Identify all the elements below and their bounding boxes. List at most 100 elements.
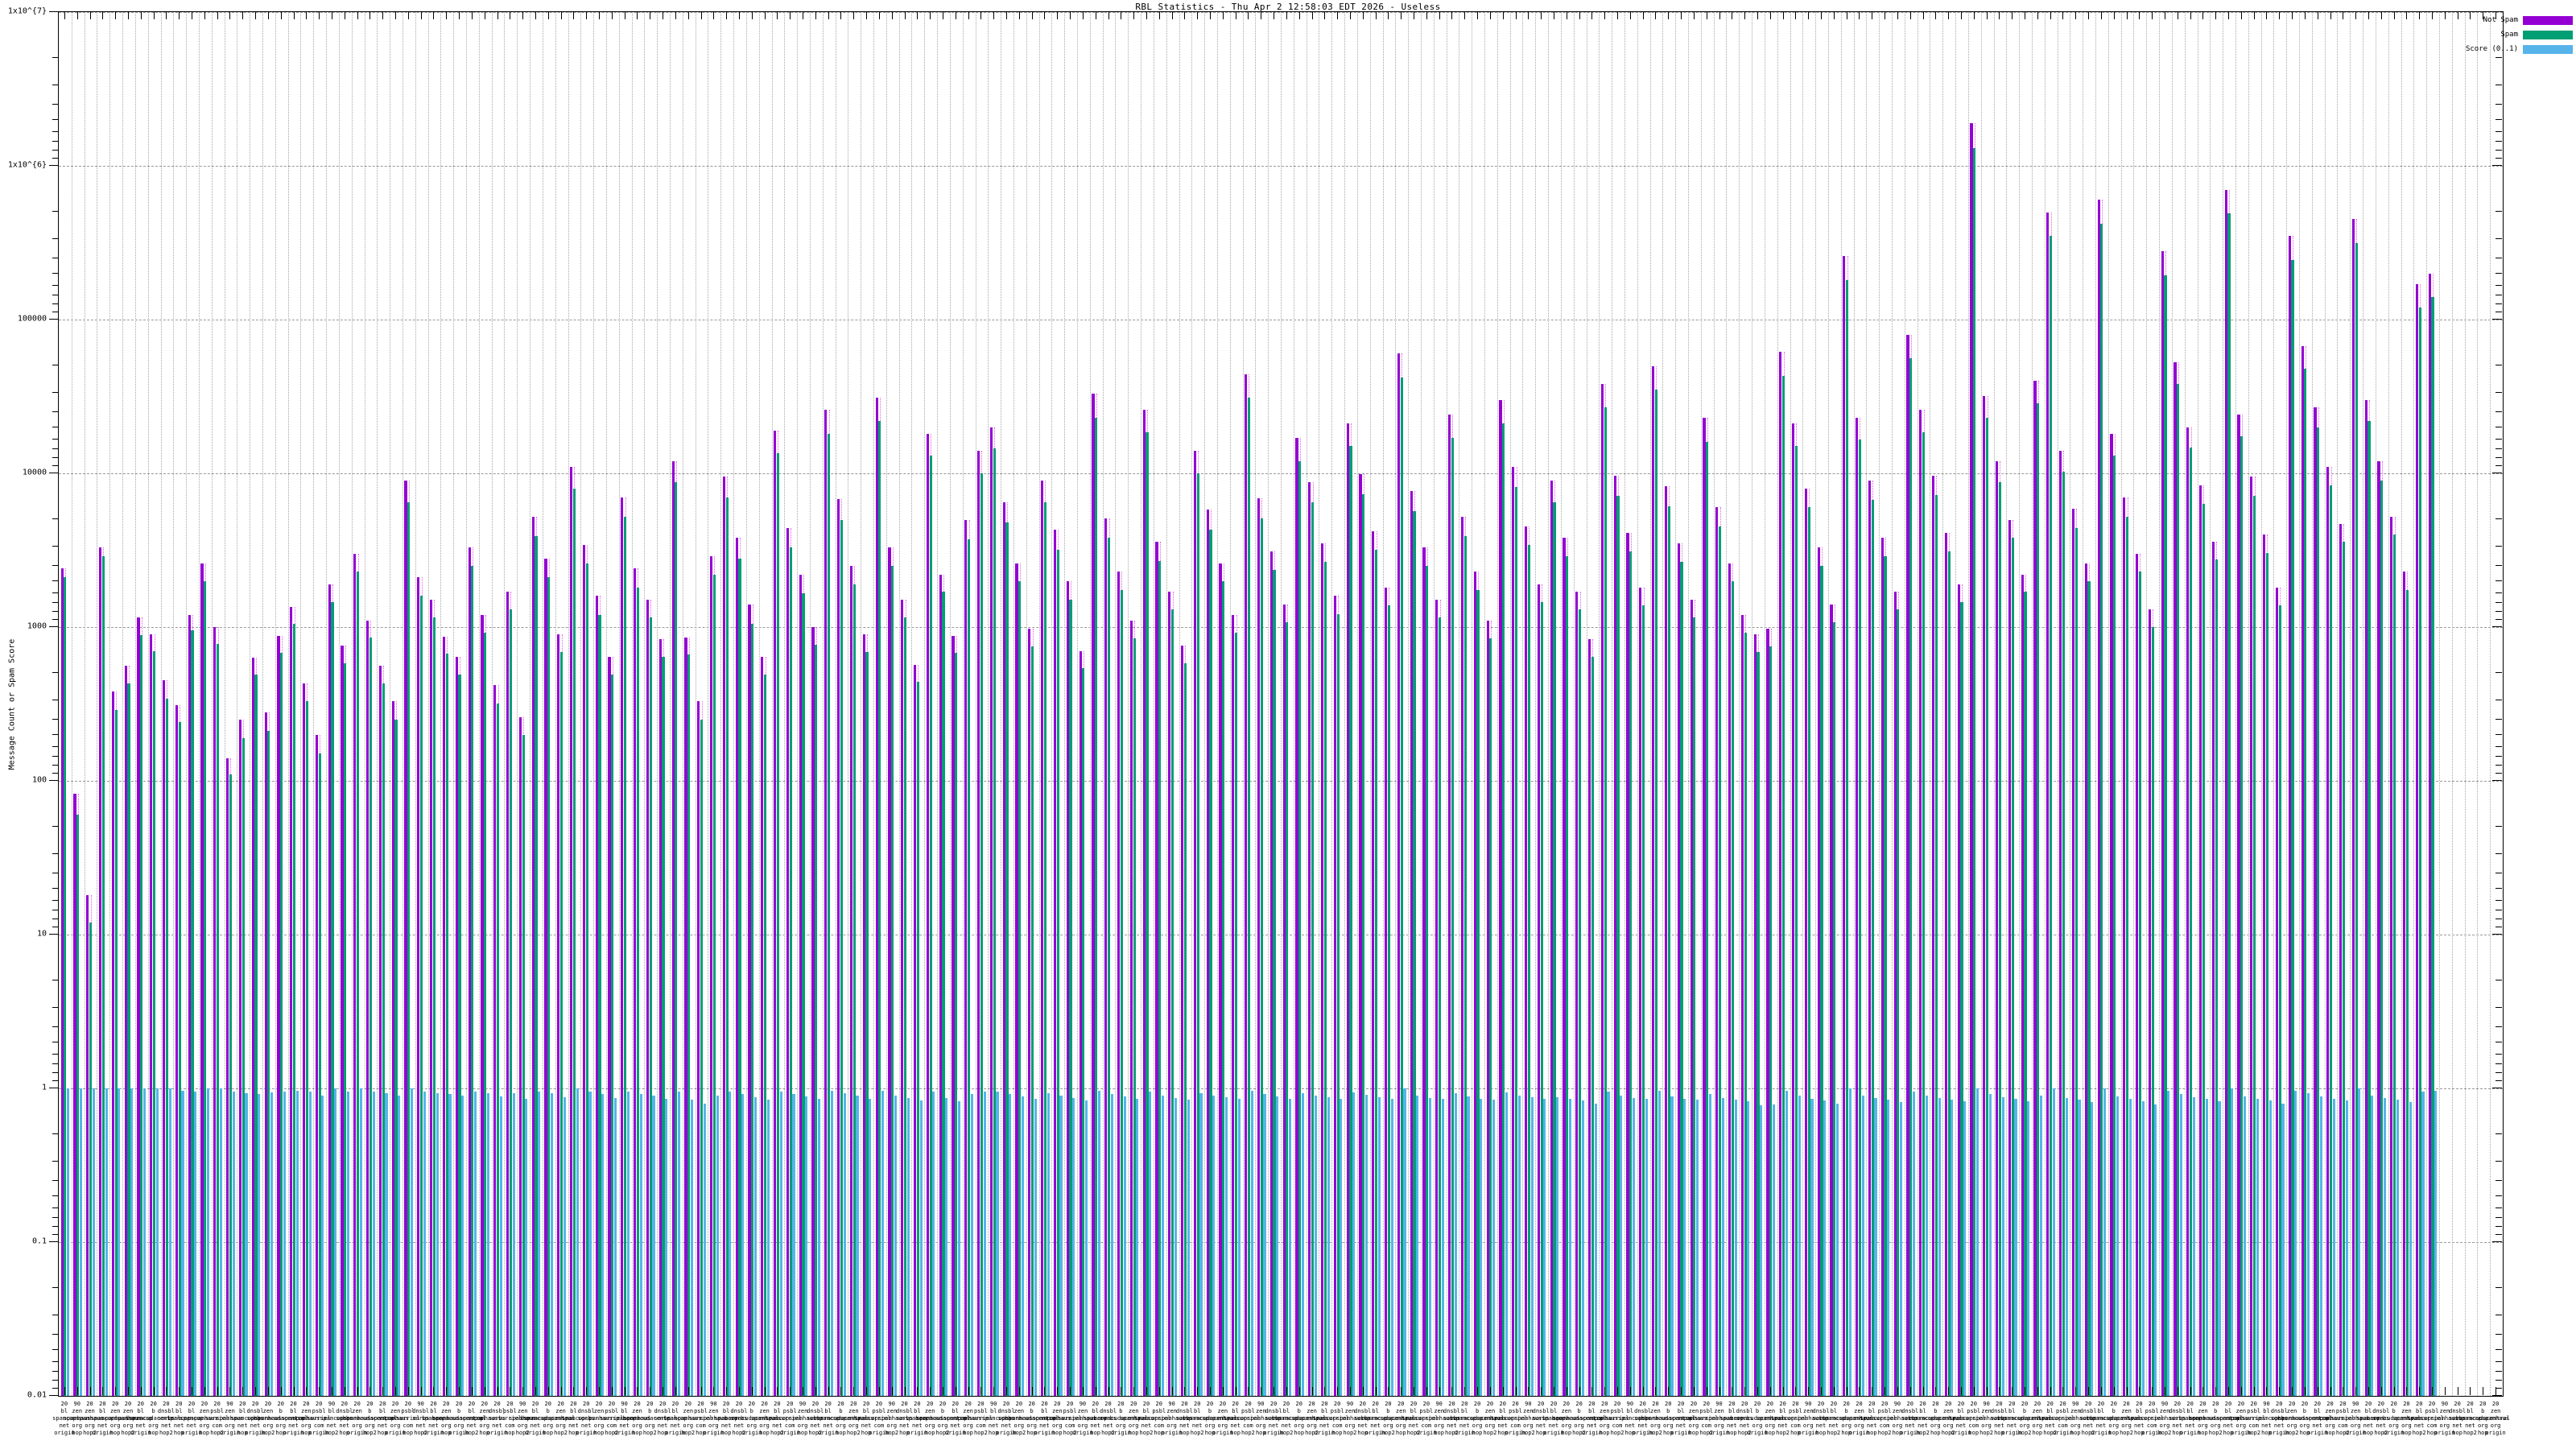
x-gridline [504, 12, 506, 1396]
x-axis-tick-label: 20 zen spamhaus org hop2 [254, 1401, 282, 1437]
x-axis-label-part: b [2481, 1408, 2485, 1414]
x-gridline [784, 12, 786, 1396]
x-axis-label-part: hop2 [2081, 1430, 2095, 1436]
bar-spam [407, 502, 411, 1396]
x-axis-label-part: hop2 [159, 1430, 173, 1436]
y-axis-tick [49, 11, 59, 12]
bar-not-spam [2084, 563, 2087, 1396]
bar-not-spam [939, 574, 942, 1396]
x-axis-label-part: com [212, 1422, 222, 1429]
legend-item-spam[interactable]: Spam [2466, 27, 2573, 42]
x-axis-label-part: spamcop [281, 1415, 306, 1422]
x-axis-tick-label: 20 zen spamhaus org hop [751, 1401, 778, 1437]
y-axis-minor-tick [2496, 853, 2502, 855]
x-axis-label-part: surriel [2420, 1415, 2444, 1422]
x-axis-tick-label: 20 zen spamhaus org hop2 [2113, 1401, 2140, 1437]
x-axis-label-part: 20 [1639, 1401, 1646, 1407]
x-axis-label-part: hop2 [1699, 1430, 1714, 1436]
x-axis-label-part: org [2210, 1422, 2221, 1429]
bar-score [1836, 1103, 1839, 1396]
x-axis-label-part: 20 [1817, 1401, 1825, 1407]
x-axis-tick [2393, 1387, 2395, 1395]
plot-inner [59, 12, 2503, 1396]
bar-spam [980, 473, 983, 1396]
x-axis-tick [2279, 11, 2281, 19]
x-axis-label-part: sorbs [1099, 1415, 1117, 1422]
x-gridline [1484, 12, 1485, 1396]
x-axis-tick [2432, 1387, 2434, 1395]
x-axis-label-part: org [555, 1422, 566, 1429]
x-axis-label-part: 20 [1868, 1401, 1876, 1407]
bar-not-spam [862, 634, 865, 1396]
bar-score [1454, 1093, 1457, 1396]
bar-not-spam [1320, 543, 1324, 1396]
x-axis-label-part: net [568, 1422, 579, 1429]
x-axis-label-part: hop [2452, 1430, 2462, 1436]
x-axis-tick-label: 20 dnsbl sorbs net origin [576, 1401, 597, 1437]
legend-item-score[interactable]: Score (0..1) [2466, 42, 2573, 56]
x-axis-label-part: net [2006, 1422, 2017, 1429]
x-axis-label-part: spamhaus [789, 1415, 816, 1422]
x-axis-label-part: 20 [1919, 1401, 1926, 1407]
x-axis-label-part: origin [741, 1430, 762, 1436]
x-axis-tick [382, 11, 384, 19]
x-axis-label-part: barracudacentral [254, 1415, 308, 1422]
x-gridline [1166, 12, 1167, 1396]
x-axis-label-part: 90 [226, 1401, 233, 1407]
x-axis-label-part: hop [148, 1430, 159, 1436]
x-axis-label-part: origin [2485, 1430, 2506, 1436]
x-gridline [2464, 12, 2466, 1396]
x-axis-label-part: spamhaus [1680, 1415, 1707, 1422]
bar-not-spam [1613, 476, 1616, 1396]
x-axis-tick-label: 20 bl spamcop net hop2 [1771, 1401, 1795, 1437]
x-axis-tick-label: 20 zen spamhaus org hop [191, 1401, 218, 1437]
x-axis-label-part: 20 [1537, 1401, 1545, 1407]
x-axis-tick [1859, 1387, 1860, 1395]
x-gridline [2273, 12, 2275, 1396]
x-axis-label-part: 90 [2441, 1401, 2449, 1407]
bar-not-spam [608, 657, 611, 1396]
x-axis-tick [1133, 1387, 1135, 1395]
x-axis-label-part: spamhaus [2342, 1415, 2370, 1422]
bar-score [1085, 1100, 1088, 1396]
x-axis-tick [1719, 11, 1720, 19]
x-axis-tick [2202, 1387, 2204, 1395]
bar-connector [1058, 530, 1059, 550]
x-axis-label-part: zen [122, 1408, 134, 1414]
x-axis-tick [1489, 11, 1491, 19]
legend-item-not-spam[interactable]: Not Spam [2466, 13, 2573, 27]
bar-spam [624, 517, 627, 1396]
bar-spam [1781, 376, 1785, 1396]
x-axis-label-part: hop [632, 1430, 642, 1436]
x-axis-tick-label: 20 b barracudacentral org origin [1094, 1401, 1148, 1437]
x-axis-label-part: org [1116, 1422, 1126, 1429]
x-axis-label-part: hop [237, 1430, 248, 1436]
bar-not-spam [1512, 467, 1515, 1396]
bar-not-spam [595, 596, 598, 1396]
x-axis-label-part: 20 [1613, 1401, 1621, 1407]
bar-score [2345, 1100, 2348, 1396]
x-axis-label-part: psbl [605, 1408, 619, 1414]
x-axis-label-part: zen [1981, 1408, 1992, 1414]
x-axis-label-part: hop [1930, 1430, 1941, 1436]
x-axis-label-part: net [415, 1422, 426, 1429]
x-axis-label-part: spamhaus [1247, 1415, 1275, 1422]
x-axis-label-part: hop2 [1190, 1430, 1204, 1436]
x-axis-label-part: 20 [137, 1401, 144, 1407]
x-axis-tick [127, 1387, 129, 1395]
bar-score [1530, 1096, 1534, 1396]
y-axis-minor-tick [52, 1217, 59, 1219]
x-axis-label-part: org [924, 1422, 935, 1429]
x-axis-label-part: hop [2325, 1430, 2335, 1436]
x-axis-tick-label: 20 zen spamhaus org hop [2024, 1401, 2051, 1437]
bar-not-spam [1308, 481, 1311, 1396]
bar-spam [2062, 471, 2066, 1396]
bar-spam [2380, 480, 2384, 1396]
x-axis-label-part: zen [225, 1408, 235, 1414]
x-axis-label-part: psbl [2247, 1408, 2261, 1414]
x-axis-tick-label: 90 zen spamhaus org origin [1794, 1401, 1822, 1437]
x-axis-label-part: spamcop [1579, 1415, 1604, 1422]
x-axis-label-part: net [2312, 1422, 2323, 1429]
x-axis-label-part: 90 [1893, 1401, 1901, 1407]
x-axis-label-part: origin [2434, 1430, 2455, 1436]
